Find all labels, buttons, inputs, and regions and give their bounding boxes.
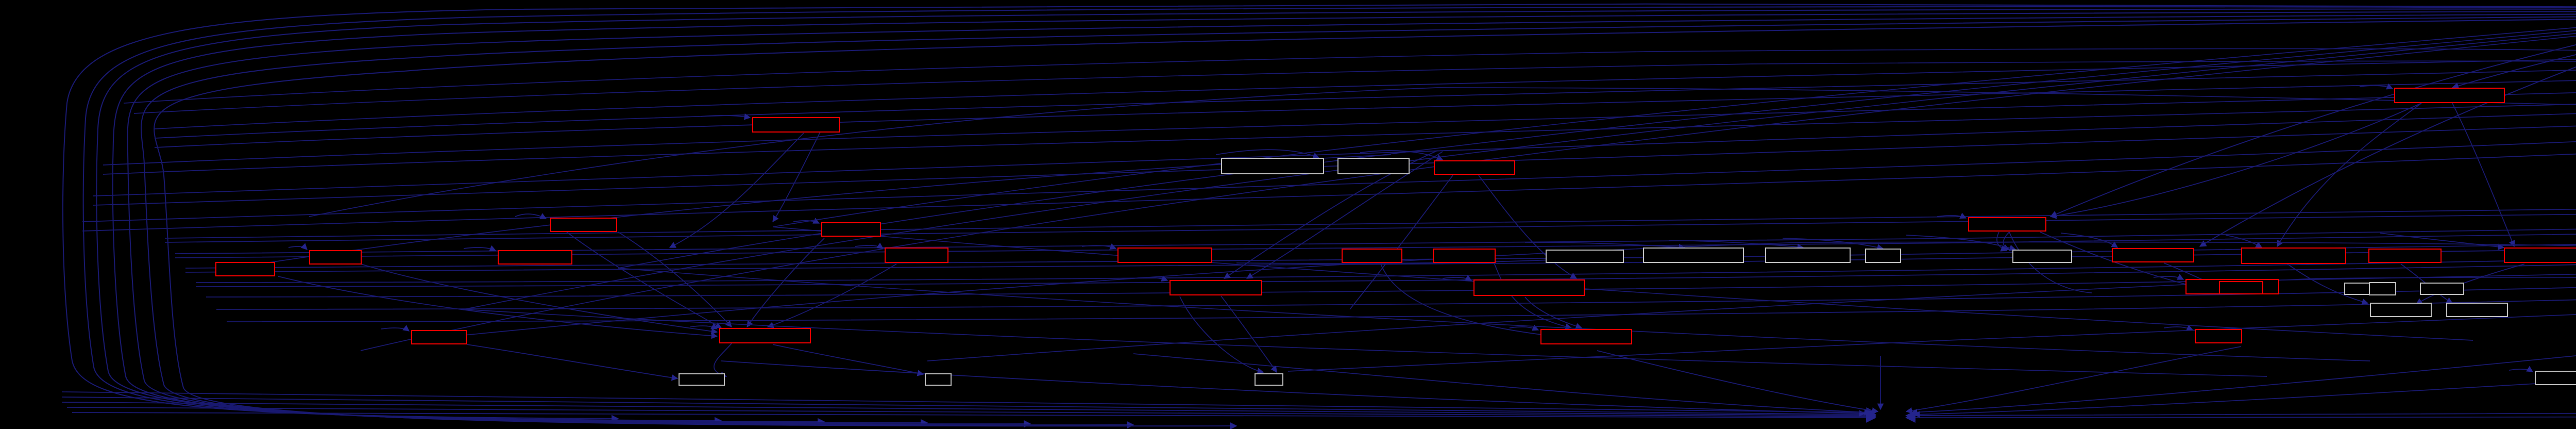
- graph-node[interactable]: [821, 222, 881, 237]
- graph-node[interactable]: [1968, 217, 2046, 232]
- graph-node[interactable]: [411, 330, 467, 344]
- graph-node[interactable]: [719, 328, 811, 343]
- graph-node[interactable]: [2370, 303, 2432, 317]
- graph-node[interactable]: [1337, 158, 1410, 174]
- graph-node[interactable]: [2394, 88, 2505, 103]
- graph-node[interactable]: [1433, 249, 1496, 263]
- graph-node[interactable]: [1540, 329, 1632, 344]
- graph-node[interactable]: [2446, 303, 2508, 317]
- graph-node[interactable]: [2504, 248, 2576, 263]
- graph-node[interactable]: [215, 262, 275, 276]
- graph-node[interactable]: [2219, 281, 2263, 294]
- graph-node[interactable]: [1546, 250, 1624, 263]
- graph-node[interactable]: [1434, 160, 1515, 175]
- graph-node[interactable]: [1643, 248, 1744, 263]
- graph-node[interactable]: [885, 248, 948, 263]
- graph-node[interactable]: [1473, 279, 1585, 296]
- graph-node[interactable]: [925, 373, 952, 386]
- graph-node[interactable]: [1170, 280, 1262, 295]
- graph-node[interactable]: [2012, 250, 2072, 263]
- graph-node[interactable]: [2241, 248, 2346, 264]
- graph-node[interactable]: [2195, 329, 2242, 343]
- graph-node[interactable]: [2535, 371, 2576, 385]
- graph-node[interactable]: [1342, 249, 1402, 263]
- graph-node[interactable]: [309, 250, 362, 265]
- graph-node[interactable]: [550, 218, 617, 232]
- graph-node[interactable]: [2112, 248, 2194, 262]
- graph-node[interactable]: [2369, 282, 2396, 295]
- graph-node[interactable]: [1221, 158, 1324, 174]
- graph-node[interactable]: [2368, 249, 2442, 263]
- graph-node[interactable]: [498, 250, 572, 265]
- graph-node[interactable]: [1865, 249, 1901, 263]
- graph-node[interactable]: [679, 373, 725, 386]
- graph-node[interactable]: [2420, 283, 2464, 295]
- graph-node[interactable]: [1117, 248, 1212, 263]
- graph-node[interactable]: [1765, 248, 1851, 263]
- graph-node[interactable]: [1255, 373, 1283, 386]
- graph-node[interactable]: [752, 117, 840, 133]
